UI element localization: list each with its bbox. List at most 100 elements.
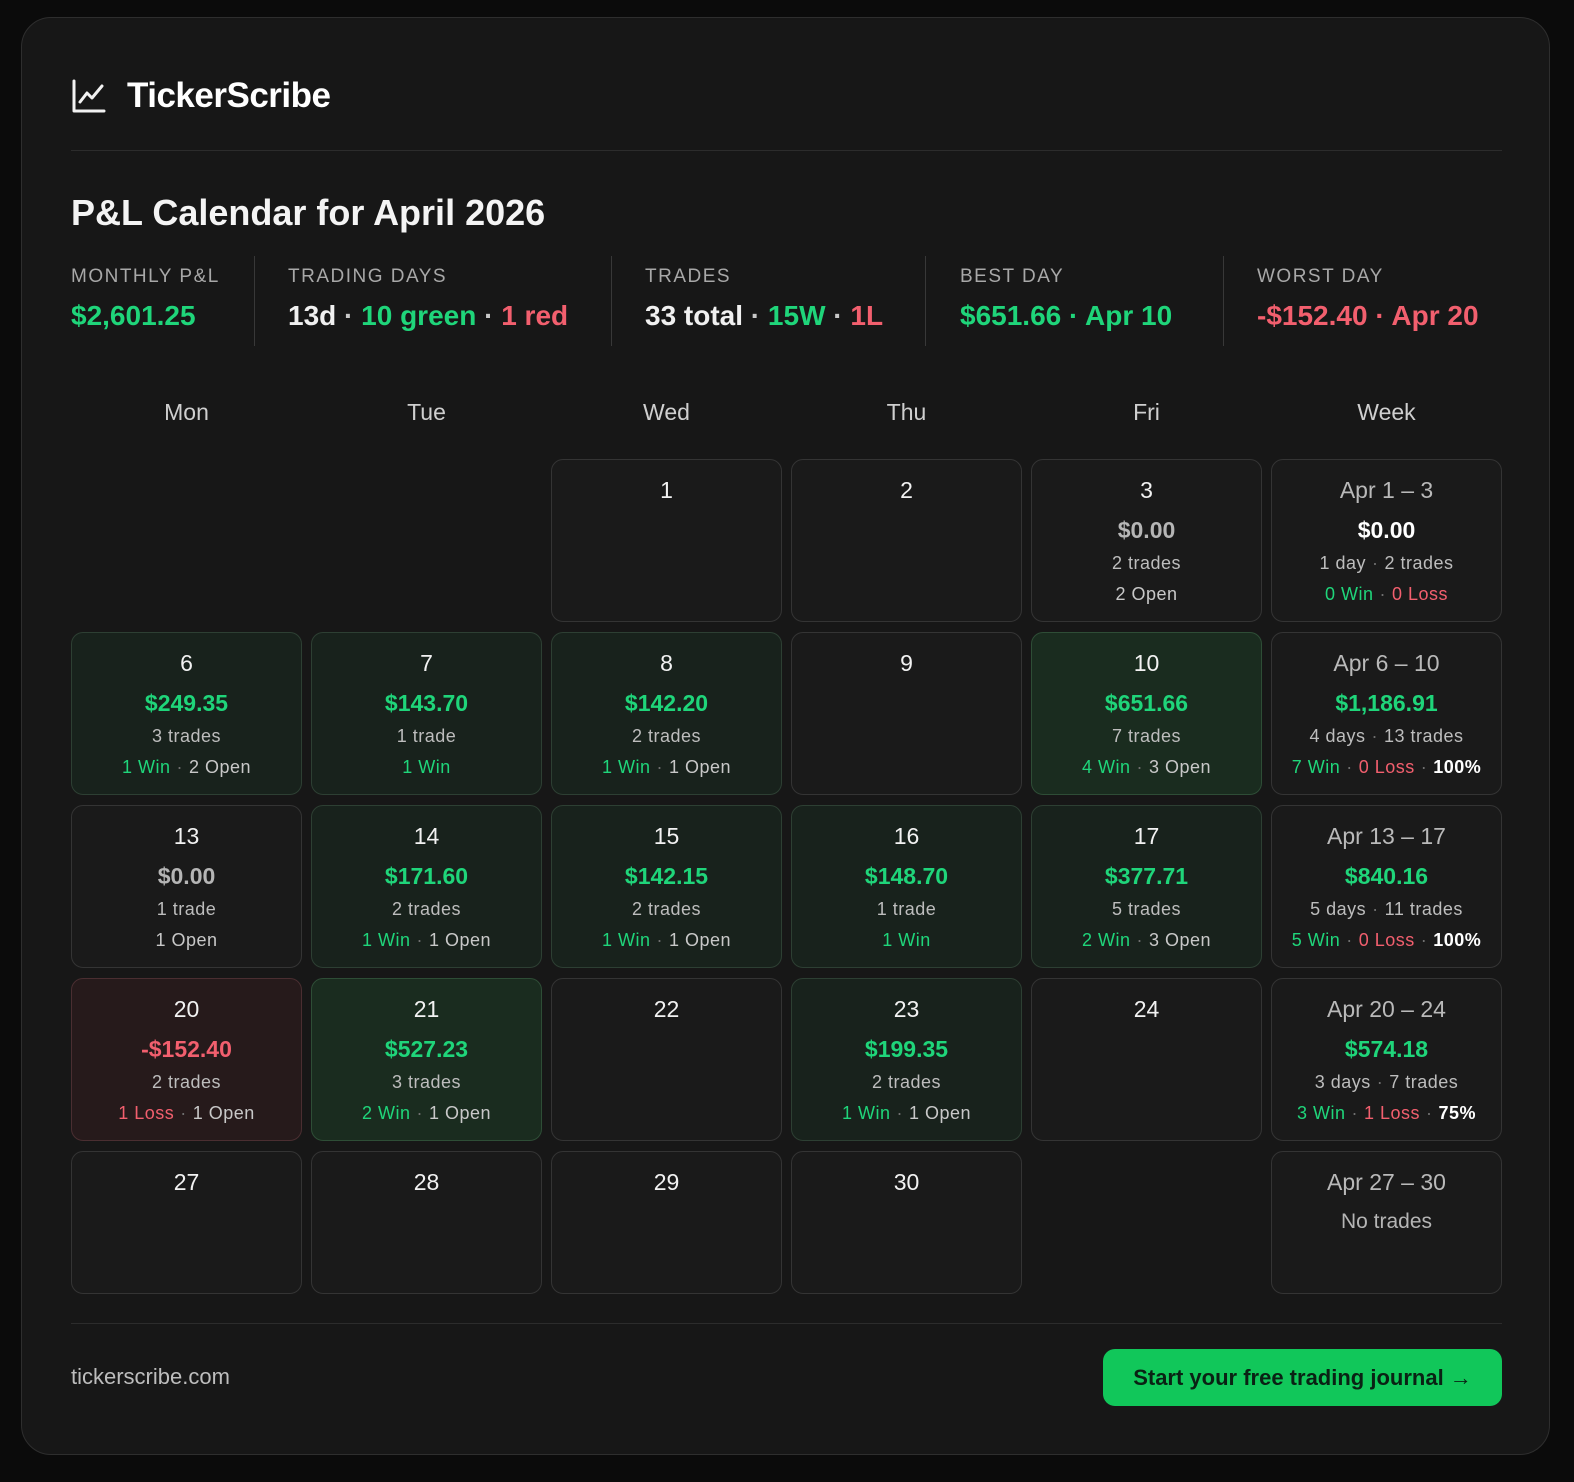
stat-value: -$152.40 · Apr 20: [1257, 300, 1479, 331]
week-loss-count: 0 Loss: [1391, 584, 1449, 604]
day-cell[interactable]: 30: [791, 1151, 1022, 1294]
day-cell[interactable]: 3 $0.00 2 trades 2 Open: [1031, 459, 1262, 622]
day-outcomes: 2 Win · 1 Open: [312, 1102, 541, 1124]
day-outcomes: 2 Win · 3 Open: [1032, 929, 1261, 951]
day-cell[interactable]: 13 $0.00 1 trade 1 Open: [71, 805, 302, 968]
stat-trades: TRADES 33 total · 15W · 1L: [612, 256, 925, 346]
stat-divider: [1223, 256, 1224, 346]
start-journal-button[interactable]: Start your free trading journal →: [1103, 1349, 1502, 1406]
win-count: 1 Win: [361, 930, 411, 950]
separator-dot: ·: [1371, 726, 1378, 746]
stat-label: TRADING DAYS: [288, 266, 448, 287]
week-day-trade-count: 4 days · 13 trades: [1272, 725, 1501, 747]
day-number: 16: [893, 823, 920, 849]
day-cell[interactable]: 10 $651.66 7 trades 4 Win · 3 Open: [1031, 632, 1262, 795]
week-range: Apr 6 – 10: [1333, 650, 1440, 676]
day-number: 22: [653, 996, 680, 1022]
week-trades: 11 trades: [1384, 899, 1463, 919]
day-cell[interactable]: 22: [551, 978, 782, 1141]
day-pnl: -$152.40: [141, 1036, 232, 1062]
day-cell[interactable]: 29: [551, 1151, 782, 1294]
open-count: 1 Open: [155, 930, 218, 950]
footer-site-link[interactable]: tickerscribe.com: [71, 1364, 230, 1389]
day-trade-count: 1 trade: [876, 899, 937, 919]
week-summary-cell[interactable]: Apr 6 – 10 $1,186.91 4 days · 13 trades 7 Win…: [1271, 632, 1502, 795]
week-note: No trades: [1340, 1210, 1433, 1233]
week-loss-count: 0 Loss: [1358, 930, 1415, 950]
day-cell[interactable]: 8 $142.20 2 trades 1 Win · 1 Open: [551, 632, 782, 795]
day-number: 27: [173, 1169, 200, 1195]
separator-dot: ·: [1346, 930, 1353, 950]
separator-dot: ·: [180, 1103, 187, 1123]
week-trades: 13 trades: [1383, 726, 1464, 746]
day-trade-count: 2 trades: [631, 726, 702, 746]
day-outcomes: 1 Open: [72, 929, 301, 951]
weekday-header: Mon: [164, 399, 209, 425]
week-loss-count: 0 Loss: [1358, 757, 1415, 777]
week-pnl: $574.18: [1344, 1036, 1429, 1062]
week-summary-cell[interactable]: Apr 1 – 3 $0.00 1 day · 2 trades 0 Win · 0 Loss: [1271, 459, 1502, 622]
week-win-count: 0 Win: [1324, 584, 1374, 604]
week-summary-cell[interactable]: Apr 20 – 24 $574.18 3 days · 7 trades 3 Win · 1…: [1271, 978, 1502, 1141]
day-cell[interactable]: 2: [791, 459, 1022, 622]
day-pnl: $148.70: [864, 863, 949, 889]
week-summary-cell[interactable]: Apr 13 – 17 $840.16 5 days · 11 trades 5 Win ·…: [1271, 805, 1502, 968]
separator-dot: ·: [416, 1103, 423, 1123]
open-count: 2 Open: [1115, 584, 1178, 604]
day-cell[interactable]: 7 $143.70 1 trade 1 Win: [311, 632, 542, 795]
day-outcomes: 1 Win · 2 Open: [72, 756, 301, 778]
day-pnl: $143.70: [384, 690, 469, 716]
week-win-count: 5 Win: [1291, 930, 1341, 950]
day-cell[interactable]: 27: [71, 1151, 302, 1294]
stat-value: $2,601.25: [71, 300, 196, 331]
day-cell[interactable]: 21 $527.23 3 trades 2 Win · 1 Open: [311, 978, 542, 1141]
stat-value: $651.66 · Apr 10: [960, 300, 1173, 331]
day-cell[interactable]: 1: [551, 459, 782, 622]
trades-wins: 15W: [767, 300, 826, 331]
open-count: 1 Open: [428, 1103, 492, 1123]
day-pnl: $249.35: [144, 690, 229, 716]
day-cell[interactable]: 28: [311, 1151, 542, 1294]
week-day-trade-count: 1 day · 2 trades: [1272, 552, 1501, 574]
day-cell[interactable]: 15 $142.15 2 trades 1 Win · 1 Open: [551, 805, 782, 968]
day-cell[interactable]: 23 $199.35 2 trades 1 Win · 1 Open: [791, 978, 1022, 1141]
day-number: 17: [1133, 823, 1160, 849]
stats-bar: MONTHLY P&L $2,601.25 TRADING DAYS 13d ·…: [71, 256, 1502, 346]
page-title: P&L Calendar for April 2026: [71, 192, 546, 233]
line-chart-icon: [71, 78, 107, 114]
day-pnl: $527.23: [384, 1036, 469, 1062]
week-day-trade-count: 3 days · 7 trades: [1272, 1071, 1501, 1093]
stat-worst-day: WORST DAY -$152.40 · Apr 20: [1224, 256, 1479, 346]
separator-dot: ·: [1420, 930, 1428, 950]
day-trade-count: 2 trades: [631, 899, 702, 919]
open-count: 1 Open: [668, 930, 732, 950]
day-cell[interactable]: 9: [791, 632, 1022, 795]
open-count: 1 Open: [428, 930, 492, 950]
separator-dot: ·: [656, 930, 663, 950]
empty-cell: [311, 459, 542, 622]
win-count: 1 Win: [841, 1103, 891, 1123]
separator-dot: ·: [1426, 1103, 1433, 1123]
separator-dot: ·: [1379, 584, 1386, 604]
trades-total: 33 total: [645, 300, 744, 331]
day-cell[interactable]: 6 $249.35 3 trades 1 Win · 2 Open: [71, 632, 302, 795]
day-pnl: $142.15: [624, 863, 709, 889]
separator-dot: ·: [1420, 757, 1428, 777]
day-trade-count: 2 trades: [871, 1072, 942, 1092]
day-cell[interactable]: 14 $171.60 2 trades 1 Win · 1 Open: [311, 805, 542, 968]
day-cell[interactable]: 17 $377.71 5 trades 2 Win · 3 Open: [1031, 805, 1262, 968]
brand[interactable]: TickerScribe: [71, 74, 331, 118]
day-cell[interactable]: 24: [1031, 978, 1262, 1141]
day-cell[interactable]: 20 -$152.40 2 trades 1 Loss · 1 Open: [71, 978, 302, 1141]
day-number: 8: [660, 650, 673, 676]
stat-monthly-pnl: MONTHLY P&L $2,601.25: [71, 256, 254, 346]
day-number: 14: [413, 823, 440, 849]
week-summary-cell[interactable]: Apr 27 – 30 No trades: [1271, 1151, 1502, 1294]
separator-dot: ·: [1346, 757, 1353, 777]
day-number: 3: [1140, 477, 1153, 503]
trading-days-count: 13d: [288, 300, 337, 331]
pnl-calendar-card: TickerScribe P&L Calendar for April 2026…: [21, 17, 1550, 1455]
day-outcomes: 1 Loss · 1 Open: [72, 1102, 301, 1124]
day-cell[interactable]: 16 $148.70 1 trade 1 Win: [791, 805, 1022, 968]
weekday-header: Fri: [1133, 399, 1160, 425]
